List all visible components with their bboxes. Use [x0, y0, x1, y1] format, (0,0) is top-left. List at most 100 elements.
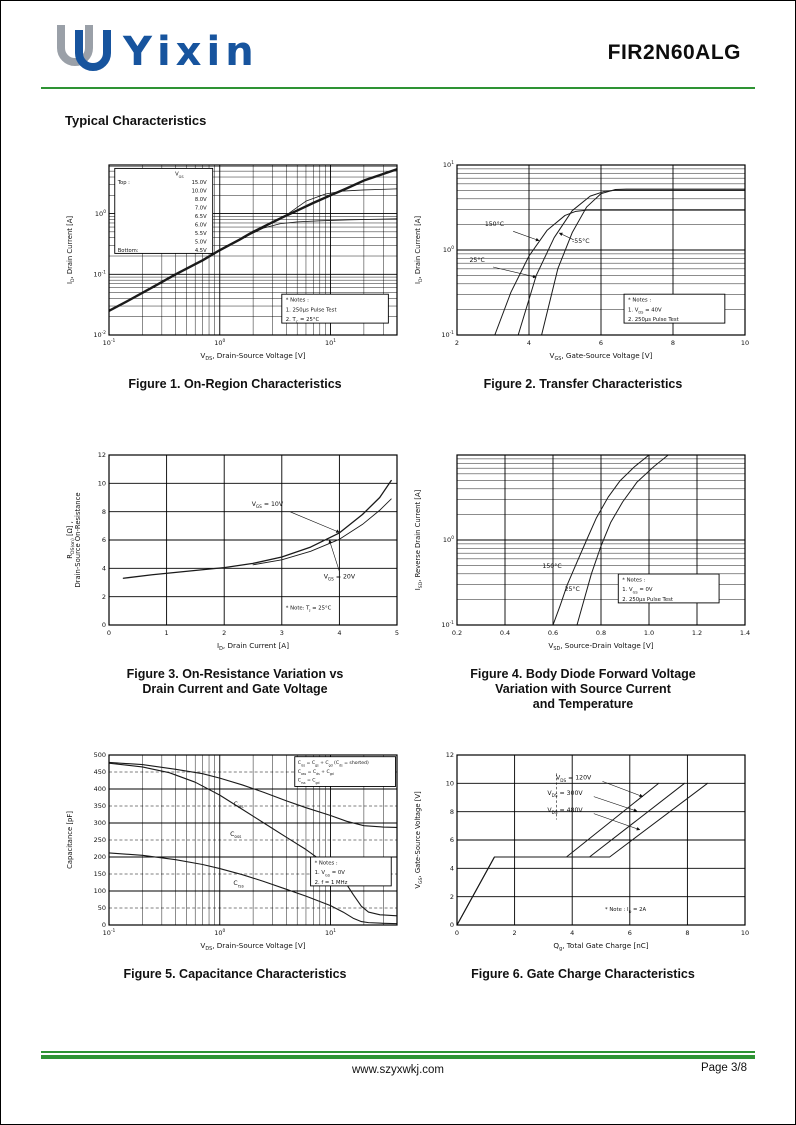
svg-text:1. 250μs Pulse Test: 1. 250μs Pulse Test — [285, 307, 336, 313]
figure-2-border — [455, 164, 746, 336]
svg-text:101: 101 — [324, 928, 335, 937]
figure-1-caption: Figure 1. On-Region Characteristics — [128, 377, 342, 391]
svg-text:10: 10 — [740, 929, 748, 937]
figure-1-legend: VGS Top : 15.0V 10.0V 8.0V 7.0V 6.5V 6.0V 5.5V 5.… — [113, 167, 213, 254]
svg-text:Bottom:: Bottom: — [117, 248, 138, 254]
svg-text:350: 350 — [93, 802, 105, 810]
figure-5-chart: 10-1 100 101 0 50 100 150 200 250 300 350 400 450 500… — [59, 747, 411, 959]
svg-text:4: 4 — [101, 565, 105, 573]
svg-text:500: 500 — [93, 751, 105, 759]
svg-text:450: 450 — [93, 768, 105, 776]
figure-5-xlabel: VDS, Drain-Source Voltage [V] — [200, 941, 305, 952]
footer-website: www.szyxwkj.com — [351, 1064, 444, 1076]
svg-text:10-2: 10-2 — [93, 330, 106, 339]
svg-text:1.4: 1.4 — [739, 629, 749, 637]
figure-4-border — [455, 454, 746, 626]
svg-text:100: 100 — [442, 535, 453, 544]
figure-1: 10-1 100 101 100 10-1 10-2 VDS, Drain-Source V… — [59, 157, 411, 392]
svg-text:Ciss: Ciss — [233, 801, 243, 809]
svg-text:0: 0 — [101, 621, 105, 629]
figure-2-tick-labels: 2 4 6 8 10 101 100 10-1 — [441, 160, 749, 347]
svg-text:0: 0 — [449, 921, 453, 929]
figure-3-grid — [108, 455, 397, 625]
svg-text:5.5V: 5.5V — [194, 231, 206, 237]
figure-1-xlabel: VDS, Drain-Source Voltage [V] — [200, 351, 305, 362]
figure-5-curve-Ciss — [108, 761, 397, 828]
figure-4-ylabel-0: ISD, Reverse Drain Current [A] — [414, 489, 424, 590]
figure-5-curve-Crss — [108, 852, 397, 925]
figure-5-caption: Figure 5. Capacitance Characteristics — [123, 967, 347, 981]
figure-4-chart: 0.2 0.4 0.6 0.8 1.0 1.2 1.4 100 10-1 VSD, Source-… — [407, 447, 759, 659]
figure-1-chart: 10-1 100 101 100 10-1 10-2 VDS, Drain-Source V… — [59, 157, 411, 369]
svg-text:10: 10 — [445, 780, 453, 788]
figure-2-notes: * Notes : 1. VDS = 40V 2. 250μs Pulse Test — [623, 293, 725, 324]
svg-text:* Notes :: * Notes : — [314, 861, 337, 867]
svg-text:7.0V: 7.0V — [194, 206, 206, 212]
svg-text:25°C: 25°C — [564, 585, 579, 593]
figure-4-caption: Figure 4. Body Diode Forward Voltage Var… — [470, 667, 696, 711]
svg-text:VDS = 120V: VDS = 120V — [555, 775, 591, 783]
figure-6-border — [455, 754, 746, 926]
svg-text:6: 6 — [598, 339, 602, 347]
svg-text:8: 8 — [449, 808, 453, 816]
svg-text:0.6: 0.6 — [547, 629, 557, 637]
figure-6-series — [456, 782, 708, 925]
svg-text:4: 4 — [570, 929, 574, 937]
svg-text:* Note: TJ = 25°C: * Note: TJ = 25°C — [285, 605, 331, 612]
svg-text:VGS: VGS — [175, 172, 184, 179]
figure-1-notes: * Notes : 1. 250μs Pulse Test 2. TC = 25°C — [280, 293, 389, 324]
svg-text:8: 8 — [101, 508, 105, 516]
figure-1-ylabel-0: ID, Drain Current [A] — [66, 216, 76, 284]
figure-5-border — [107, 754, 398, 926]
svg-text:10: 10 — [740, 339, 748, 347]
svg-text:* Note : ID = 2A: * Note : ID = 2A — [605, 907, 647, 914]
svg-text:* Notes :: * Notes : — [622, 578, 645, 584]
svg-text:2. 250μs Pulse Test: 2. 250μs Pulse Test — [628, 317, 679, 323]
svg-text:-55°C: -55°C — [572, 237, 590, 245]
svg-text:100: 100 — [214, 338, 225, 347]
svg-text:150°C: 150°C — [484, 220, 503, 228]
figure-5-notes: * Notes : 1. VGS = 0V 2. f = 1 MHz — [309, 856, 392, 887]
figure-2-chart: 2 4 6 8 10 101 100 10-1 VGS, Gate-Source Voltage… — [407, 157, 759, 369]
svg-text:200: 200 — [93, 853, 105, 861]
svg-text:8: 8 — [685, 929, 689, 937]
svg-text:15.0V: 15.0V — [191, 180, 207, 186]
svg-text:50: 50 — [97, 904, 105, 912]
section-title: Typical Characteristics — [65, 113, 207, 128]
svg-text:2: 2 — [222, 629, 226, 637]
figure-2-curve--55C — [540, 188, 745, 335]
svg-text:VGS = 10V: VGS = 10V — [251, 501, 283, 509]
svg-text:4.5V: 4.5V — [194, 248, 206, 254]
figure-3-chart: 0 1 2 3 4 5 0 2 4 6 8 10 12 ID, Drain Current [A] RDS(… — [59, 447, 411, 659]
figure-3-curve-vgs-20v — [252, 498, 392, 566]
figure-3-notes: * Note: TJ = 25°C — [285, 605, 331, 612]
svg-text:150°C: 150°C — [542, 562, 561, 570]
figure-3-ylabel-1: Drain-Source On-Resistance — [74, 492, 82, 587]
figure-6-tick-labels: 0 2 4 6 8 10 0 2 4 6 8 10 12 — [445, 751, 748, 937]
svg-text:4: 4 — [449, 865, 453, 873]
figure-5-annotations: Ciss Coss Crss — [230, 801, 244, 888]
svg-text:0: 0 — [454, 929, 458, 937]
figure-3-ylabel-0: RDS(on) [Ω] , — [66, 521, 76, 559]
figure-1-curve-vgs-mid — [262, 188, 397, 228]
svg-text:4: 4 — [526, 339, 530, 347]
svg-text:2. f = 1 MHz: 2. f = 1 MHz — [314, 880, 347, 886]
figure-6-curve-vds-480v — [456, 782, 708, 925]
figure-2: 2 4 6 8 10 101 100 10-1 VGS, Gate-Source Voltage… — [407, 157, 759, 392]
figure-5-curve-Coss — [108, 762, 397, 917]
svg-text:Coss: Coss — [230, 831, 241, 839]
svg-text:VGS = 20V: VGS = 20V — [323, 573, 355, 581]
svg-text:300: 300 — [93, 819, 105, 827]
svg-text:100: 100 — [214, 928, 225, 937]
svg-text:2: 2 — [449, 893, 453, 901]
figure-5-plot: 10-1 100 101 0 50 100 150 200 250 300 350 400 450 500… — [66, 751, 398, 952]
figure-6-notes: * Note : ID = 2A — [605, 907, 647, 914]
svg-text:5.0V: 5.0V — [194, 240, 206, 246]
logo-u-blue-shape — [75, 30, 111, 71]
figure-4: 0.2 0.4 0.6 0.8 1.0 1.2 1.4 100 10-1 VSD, Source-… — [407, 447, 759, 712]
brand-text: Yixin — [122, 29, 259, 75]
